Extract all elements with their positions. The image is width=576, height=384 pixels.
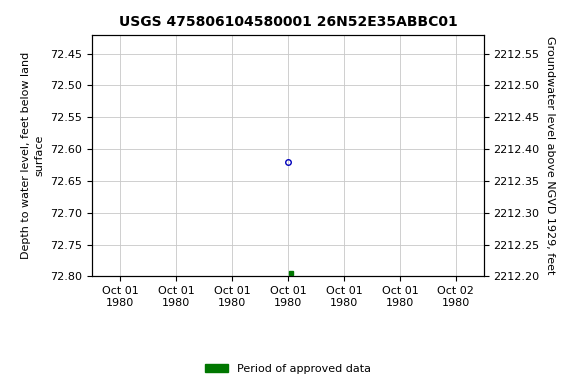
Y-axis label: Groundwater level above NGVD 1929, feet: Groundwater level above NGVD 1929, feet (545, 36, 555, 275)
Legend: Period of approved data: Period of approved data (201, 359, 375, 379)
Y-axis label: Depth to water level, feet below land
surface: Depth to water level, feet below land su… (21, 52, 45, 259)
Title: USGS 475806104580001 26N52E35ABBC01: USGS 475806104580001 26N52E35ABBC01 (119, 15, 457, 29)
